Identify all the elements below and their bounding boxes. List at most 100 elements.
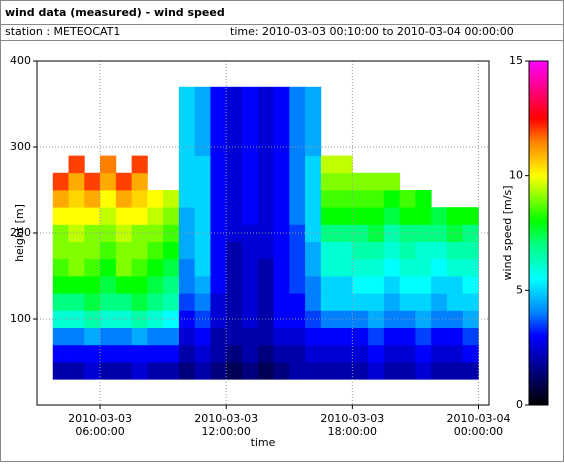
- heat-cell: [163, 207, 180, 225]
- heat-cell: [52, 344, 69, 363]
- heat-cell: [147, 224, 164, 242]
- heat-cell: [462, 344, 479, 363]
- colorbar: [528, 60, 549, 406]
- heatmap: [52, 86, 479, 380]
- heat-cell: [115, 190, 133, 208]
- heat-cell: [84, 276, 101, 294]
- heat-cell: [194, 344, 211, 363]
- heat-cell: [462, 293, 479, 311]
- heat-cell: [226, 293, 243, 311]
- heat-cell: [178, 121, 196, 139]
- heat-cell: [131, 190, 148, 208]
- heat-cell: [178, 293, 196, 311]
- heat-cell: [352, 327, 369, 346]
- heat-cell: [194, 276, 211, 294]
- heat-cell: [368, 276, 385, 294]
- heat-cell: [352, 207, 369, 225]
- heat-cell: [320, 155, 337, 174]
- heat-cell: [241, 155, 259, 174]
- heat-cell: [241, 327, 259, 346]
- heat-cell: [100, 224, 117, 242]
- heat-cell: [273, 241, 290, 260]
- heat-cell: [163, 258, 180, 277]
- heat-cell: [147, 207, 164, 225]
- heat-cell: [446, 258, 464, 277]
- heat-cell: [68, 293, 85, 311]
- heat-cell: [289, 276, 306, 294]
- heat-cell: [289, 172, 306, 191]
- heat-cell: [210, 207, 227, 225]
- heat-cell: [368, 344, 385, 363]
- heat-cell: [368, 207, 385, 225]
- heat-cell: [68, 258, 85, 277]
- y-axis-label: height [m]: [13, 204, 26, 262]
- heat-cell: [194, 190, 211, 208]
- heat-cell: [431, 207, 448, 225]
- heat-cell: [383, 293, 401, 311]
- heat-cell: [178, 327, 196, 346]
- heat-cell: [415, 276, 432, 294]
- heat-cell: [163, 241, 180, 260]
- heat-cell: [131, 327, 148, 346]
- heat-cell: [131, 258, 148, 277]
- heat-cell: [210, 258, 227, 277]
- heat-cell: [289, 224, 306, 242]
- heat-cell: [399, 310, 416, 328]
- heat-cell: [131, 293, 148, 311]
- heat-cell: [305, 327, 322, 346]
- heat-cell: [305, 86, 322, 105]
- heat-cell: [226, 138, 243, 156]
- heat-cell: [84, 172, 101, 191]
- heat-cell: [273, 155, 290, 174]
- heat-cell: [446, 327, 464, 346]
- heat-cell: [305, 190, 322, 208]
- heat-cell: [320, 293, 337, 311]
- heat-cell: [399, 224, 416, 242]
- heat-cell: [84, 258, 101, 277]
- heat-cell: [210, 327, 227, 346]
- heat-cell: [415, 327, 432, 346]
- heat-cell: [257, 172, 274, 191]
- heat-cell: [178, 258, 196, 277]
- heat-cell: [305, 121, 322, 139]
- heat-cell: [210, 276, 227, 294]
- heat-cell: [100, 362, 117, 380]
- heat-cell: [241, 172, 259, 191]
- heat-cell: [52, 207, 69, 225]
- heat-cell: [100, 190, 117, 208]
- heat-cell: [289, 104, 306, 122]
- y-tick-label: 100: [10, 312, 31, 325]
- heat-cell: [52, 276, 69, 294]
- heat-cell: [147, 258, 164, 277]
- heat-cell: [131, 241, 148, 260]
- heat-cell: [210, 362, 227, 380]
- heat-cell: [194, 86, 211, 105]
- heat-cell: [194, 241, 211, 260]
- heat-cell: [147, 276, 164, 294]
- heat-cell: [163, 310, 180, 328]
- heat-cell: [273, 276, 290, 294]
- heat-cell: [289, 362, 306, 380]
- heat-cell: [289, 86, 306, 105]
- heat-cell: [368, 362, 385, 380]
- heat-cell: [52, 241, 69, 260]
- heat-cell: [415, 293, 432, 311]
- heat-cell: [68, 207, 85, 225]
- heat-cell: [368, 258, 385, 277]
- heat-cell: [352, 293, 369, 311]
- heat-cell: [52, 293, 69, 311]
- heat-cell: [462, 258, 479, 277]
- colorbar-tick-label: 10: [509, 169, 523, 182]
- heat-cell: [241, 190, 259, 208]
- heat-cell: [84, 310, 101, 328]
- heat-cell: [289, 258, 306, 277]
- heat-cell: [178, 155, 196, 174]
- heat-cell: [210, 310, 227, 328]
- heat-cell: [147, 241, 164, 260]
- heat-cell: [257, 344, 274, 363]
- heat-cell: [399, 293, 416, 311]
- heat-cell: [84, 190, 101, 208]
- y-tick-label: 300: [10, 140, 31, 153]
- heat-cell: [289, 327, 306, 346]
- heat-cell: [52, 310, 69, 328]
